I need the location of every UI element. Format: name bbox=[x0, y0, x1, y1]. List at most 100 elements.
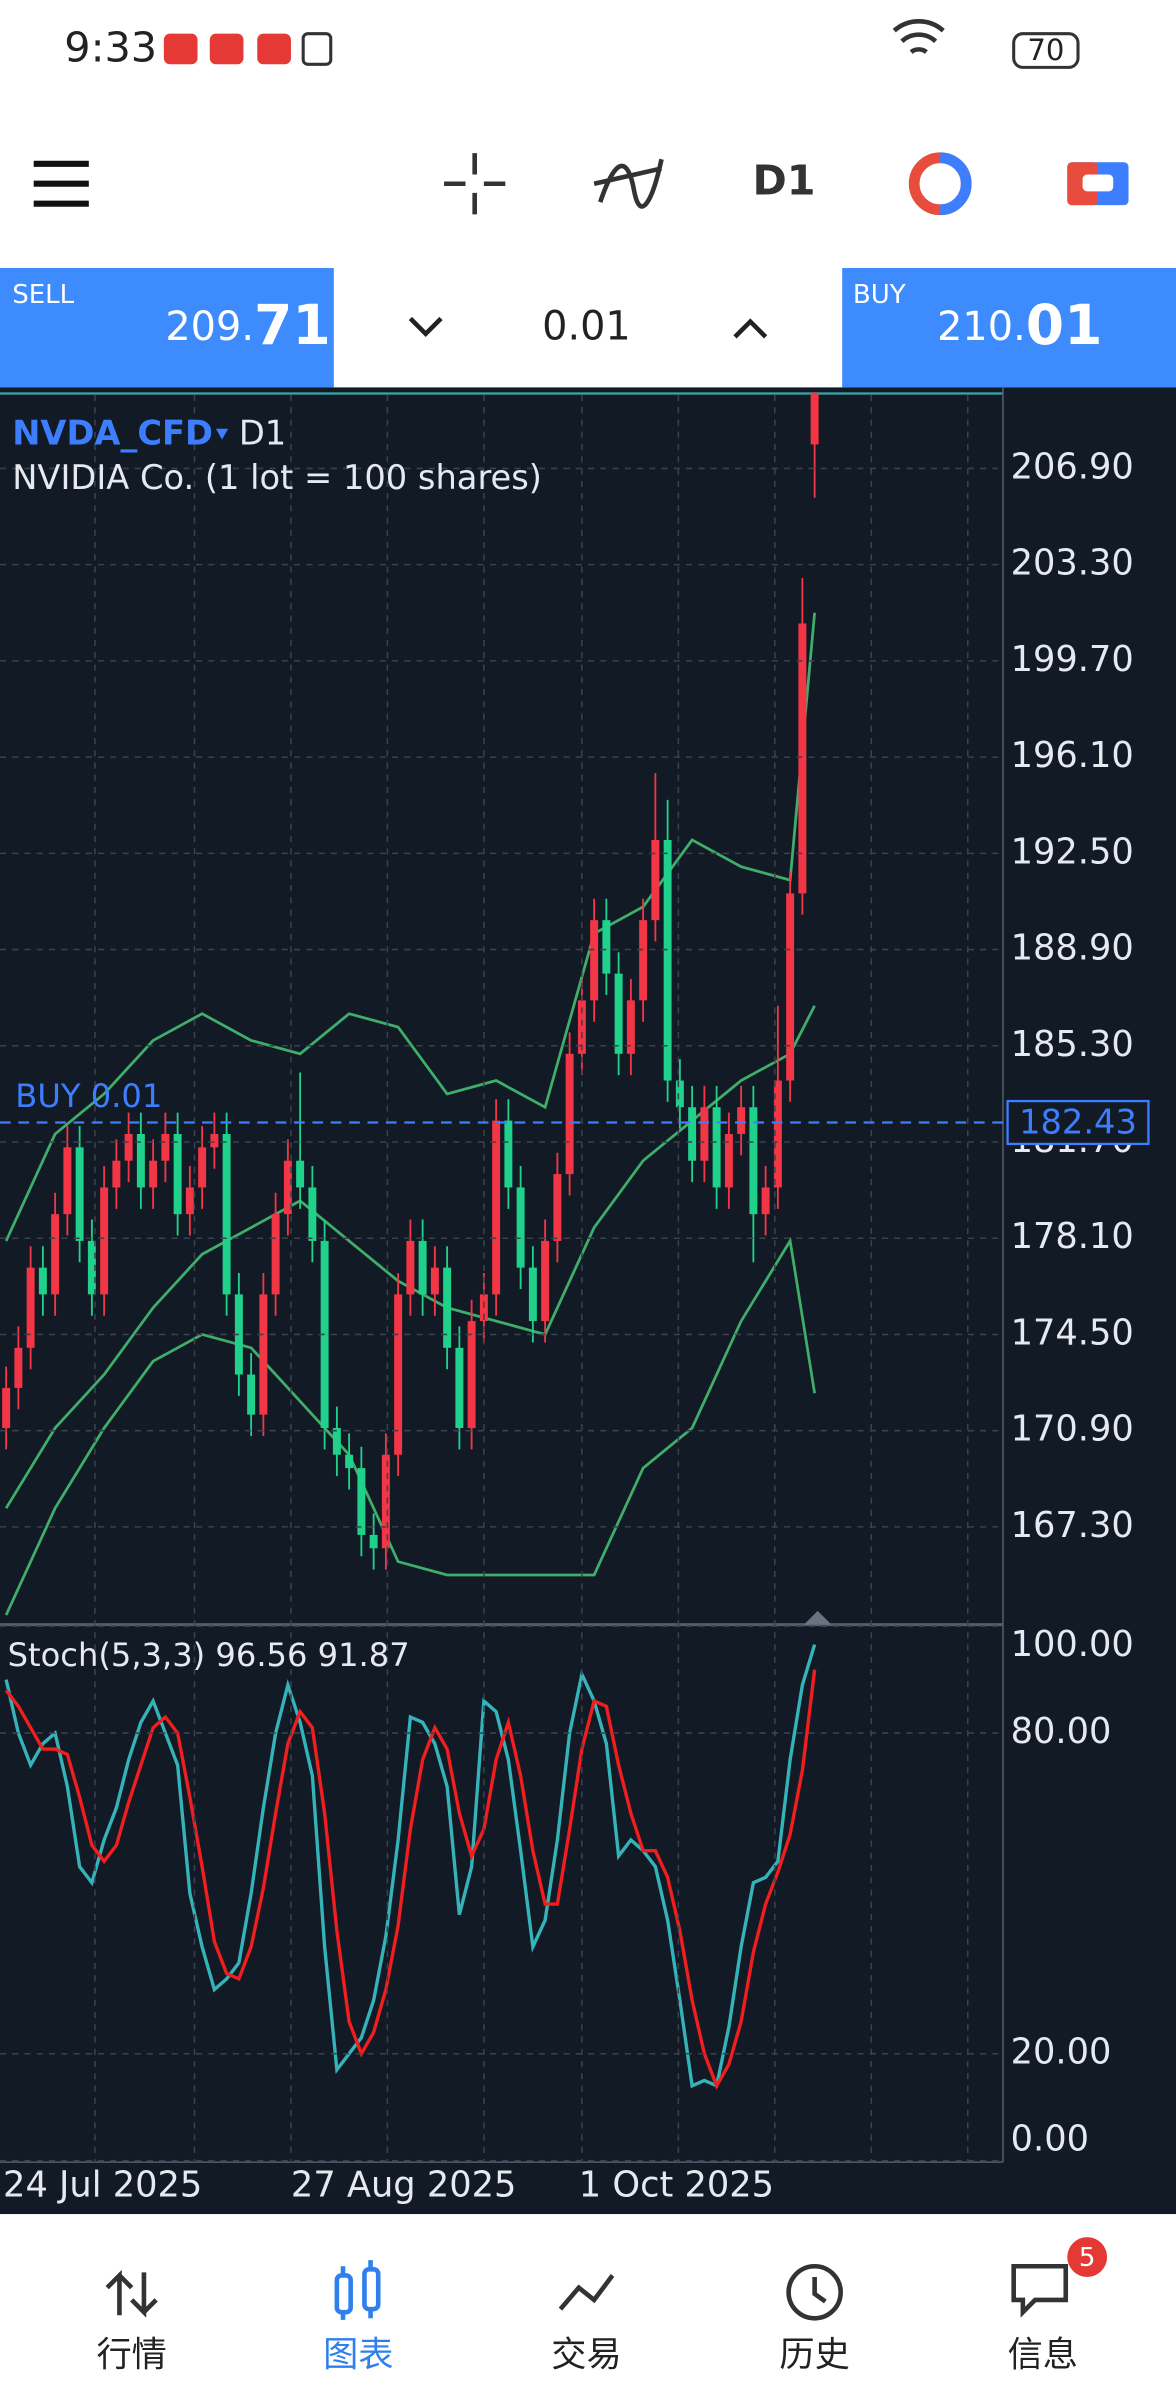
trade-button[interactable] bbox=[908, 152, 972, 216]
x-tick-label: 24 Jul 2025 bbox=[3, 2165, 202, 2206]
order-price-box bbox=[1006, 1099, 1150, 1146]
sell-price-head: 209. bbox=[165, 304, 254, 350]
candle-body bbox=[2, 1387, 11, 1429]
panel-resize[interactable] bbox=[803, 1610, 832, 1625]
y-tick-label: 167.30 bbox=[1011, 1505, 1134, 1546]
y-tick-label: 174.50 bbox=[1011, 1312, 1134, 1353]
candle-body bbox=[602, 920, 611, 974]
candle-body bbox=[112, 1160, 121, 1188]
x-tick-label: 1 Oct 2025 bbox=[579, 2165, 774, 2206]
chart-bg bbox=[0, 387, 1176, 2215]
candle-body bbox=[345, 1454, 354, 1469]
candle-body bbox=[724, 1133, 733, 1188]
bollinger-upper bbox=[4, 612, 816, 1242]
nav-bg bbox=[0, 2214, 1176, 2400]
candle-body bbox=[381, 1454, 390, 1549]
y-tick-label: 192.50 bbox=[1011, 831, 1134, 872]
message-badge: 5 bbox=[1079, 2243, 1096, 2273]
nav-icon-chart bbox=[334, 2260, 381, 2320]
stoch-tick-label: 20.00 bbox=[1011, 2032, 1112, 2073]
oneclick-button[interactable] bbox=[1067, 162, 1129, 206]
stoch-tick-label: 0.00 bbox=[1011, 2119, 1089, 2160]
candle-body bbox=[124, 1133, 133, 1161]
order-price: 182.43 bbox=[1019, 1103, 1137, 1142]
indicators-button[interactable] bbox=[593, 158, 664, 209]
candle-body bbox=[136, 1133, 145, 1188]
main-plot bbox=[2, 391, 819, 1616]
candle-body bbox=[810, 393, 819, 445]
candle-body bbox=[773, 1080, 782, 1188]
candle-body bbox=[590, 920, 599, 1001]
candle-body bbox=[406, 1240, 415, 1295]
bottom-nav: 行情 图表 交易 历史 信息 bbox=[96, 2237, 1108, 2376]
nav-item[interactable]: 图表 bbox=[323, 2335, 393, 2376]
nav-icon-quotes bbox=[105, 2269, 158, 2318]
stoch-title: Stoch(5,3,3) 96.56 91.87 bbox=[8, 1636, 410, 1674]
stoch-tick-label: 100.00 bbox=[1011, 1624, 1134, 1665]
candle-body bbox=[271, 1214, 280, 1295]
buy-price-tail: 01 bbox=[1026, 293, 1103, 357]
crosshair-button[interactable] bbox=[444, 153, 506, 215]
candle-body bbox=[210, 1133, 219, 1148]
candle-body bbox=[173, 1133, 182, 1215]
candle-body bbox=[100, 1187, 109, 1295]
candle-body bbox=[614, 973, 623, 1054]
candle-body bbox=[688, 1107, 697, 1161]
y-tick-label: 178.10 bbox=[1011, 1216, 1134, 1257]
candle-body bbox=[38, 1267, 47, 1295]
candle-body bbox=[712, 1107, 721, 1188]
candle-body bbox=[247, 1374, 256, 1415]
clock: 9:33 bbox=[64, 24, 157, 72]
bollinger-lower bbox=[4, 1237, 816, 1616]
sell-button[interactable] bbox=[0, 267, 334, 388]
stoch-signal bbox=[4, 1669, 817, 2090]
stoch-main bbox=[4, 1644, 817, 2089]
y-tick-label: 170.90 bbox=[1011, 1409, 1134, 1450]
nav-icon-history bbox=[786, 2263, 843, 2321]
candle-body bbox=[283, 1160, 292, 1215]
candle-body bbox=[786, 893, 795, 1081]
nav-item[interactable]: 交易 bbox=[551, 2335, 621, 2376]
symbol[interactable]: NVDA_CFD bbox=[12, 413, 213, 452]
symbol-description: NVIDIA Co. (1 lot = 100 shares) bbox=[12, 458, 542, 497]
candle-body bbox=[443, 1267, 452, 1348]
candle-body bbox=[369, 1534, 378, 1549]
candle-body bbox=[761, 1187, 770, 1215]
nav-icon-messages bbox=[1011, 2237, 1108, 2318]
candle-body bbox=[87, 1240, 96, 1295]
candle-body bbox=[492, 1120, 501, 1295]
nav-item[interactable]: 行情 bbox=[96, 2335, 166, 2376]
sell-price: 209.71 bbox=[165, 293, 330, 357]
stoch-plot bbox=[4, 1644, 817, 2090]
candle-body bbox=[675, 1080, 684, 1108]
buy-button[interactable] bbox=[842, 267, 1176, 388]
menu-button[interactable] bbox=[33, 160, 89, 207]
timeframe-button[interactable]: D1 bbox=[752, 157, 815, 205]
status-icons bbox=[163, 19, 1080, 69]
symbol-dropdown[interactable] bbox=[215, 428, 229, 440]
candle-body bbox=[639, 920, 648, 1001]
nav-icon-trade bbox=[558, 2274, 615, 2311]
candle-body bbox=[26, 1267, 35, 1348]
candle-body bbox=[504, 1120, 513, 1188]
candle-body bbox=[418, 1240, 427, 1295]
candle-body bbox=[296, 1160, 305, 1188]
candle-body bbox=[185, 1187, 194, 1215]
y-tick-label: 188.90 bbox=[1011, 928, 1134, 969]
volume: 0.01 bbox=[542, 304, 631, 350]
candle-body bbox=[553, 1174, 562, 1241]
nav-item[interactable]: 历史 bbox=[779, 2335, 849, 2376]
x-tick-label: 27 Aug 2025 bbox=[291, 2165, 517, 2206]
sell-price-tail: 71 bbox=[254, 293, 331, 357]
order-label: BUY 0.01 bbox=[15, 1077, 162, 1115]
candle-body bbox=[737, 1107, 746, 1134]
volume-up[interactable] bbox=[733, 318, 768, 339]
y-tick-label: 203.30 bbox=[1011, 543, 1134, 584]
volume-down[interactable] bbox=[408, 316, 443, 338]
candle-body bbox=[308, 1187, 317, 1241]
y-tick-label: 206.90 bbox=[1011, 446, 1134, 487]
nav-item[interactable]: 信息 bbox=[1008, 2335, 1078, 2376]
sell-label: SELL bbox=[12, 280, 74, 310]
candle-body bbox=[798, 623, 807, 894]
